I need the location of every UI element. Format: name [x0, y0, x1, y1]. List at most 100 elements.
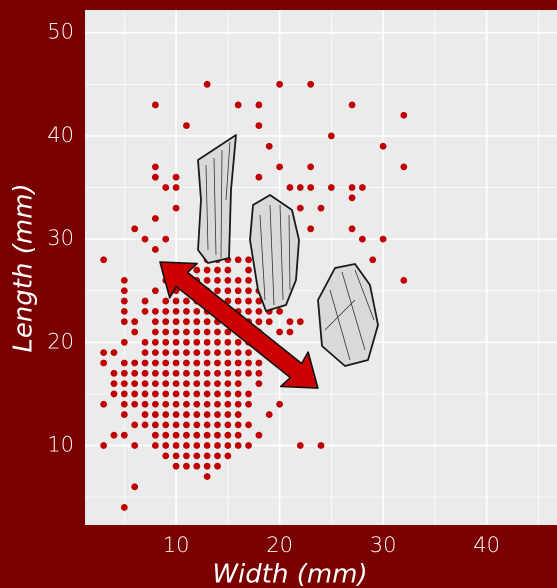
point [214, 328, 221, 336]
point [120, 307, 128, 315]
y-tick-label: 50 [47, 20, 74, 44]
point [120, 277, 128, 284]
point [162, 431, 170, 439]
point [224, 442, 232, 449]
point [245, 266, 252, 274]
point [400, 163, 408, 171]
point [172, 411, 180, 418]
point [151, 400, 159, 408]
point [245, 277, 252, 284]
point [317, 442, 325, 449]
point [234, 101, 242, 109]
point [183, 318, 190, 326]
point [224, 359, 232, 367]
point [276, 400, 283, 408]
point [214, 411, 221, 418]
point [141, 369, 149, 377]
x-axis-title: Width (mm) [212, 560, 367, 588]
point [100, 256, 108, 264]
point [151, 380, 159, 388]
point [214, 349, 221, 357]
point [183, 400, 190, 408]
point [151, 338, 159, 346]
point [255, 318, 263, 326]
point [193, 390, 201, 398]
point [183, 452, 190, 460]
point [151, 349, 159, 357]
point [348, 225, 356, 233]
point [193, 380, 201, 388]
point [255, 369, 263, 377]
point [120, 338, 128, 346]
point [203, 421, 211, 429]
point [245, 400, 252, 408]
point [151, 163, 159, 171]
point [151, 215, 159, 222]
point [162, 297, 170, 305]
point [172, 421, 180, 429]
point [162, 359, 170, 367]
point [203, 328, 211, 336]
point [400, 277, 408, 284]
point [265, 318, 273, 326]
point [245, 390, 252, 398]
point [110, 349, 118, 357]
point [307, 163, 315, 171]
point [379, 235, 387, 243]
point [214, 277, 221, 284]
point [151, 411, 159, 418]
x-tick-label: 30 [370, 533, 397, 557]
point [234, 277, 242, 284]
point [348, 194, 356, 202]
point [193, 359, 201, 367]
point [131, 442, 139, 449]
point [203, 80, 211, 88]
point [265, 411, 273, 418]
point [172, 204, 180, 212]
point [255, 380, 263, 388]
point [214, 400, 221, 408]
point [234, 297, 242, 305]
point [203, 359, 211, 367]
point [172, 328, 180, 336]
point [162, 400, 170, 408]
point [203, 411, 211, 418]
point [141, 390, 149, 398]
point [183, 442, 190, 449]
point [162, 338, 170, 346]
point [193, 338, 201, 346]
point [193, 442, 201, 449]
point [245, 297, 252, 305]
point [162, 390, 170, 398]
point [131, 328, 139, 336]
point [327, 184, 335, 191]
point [255, 122, 263, 129]
point [255, 297, 263, 305]
point [203, 452, 211, 460]
point [214, 266, 221, 274]
point [162, 411, 170, 418]
point [400, 111, 408, 119]
point [203, 431, 211, 439]
point [151, 318, 159, 326]
x-tick-label: 40 [473, 533, 500, 557]
point [234, 431, 242, 439]
point [203, 473, 211, 480]
point [172, 297, 180, 305]
point [224, 328, 232, 336]
point [183, 390, 190, 398]
point [172, 390, 180, 398]
point [151, 328, 159, 336]
point [131, 369, 139, 377]
stone-tool [197, 134, 237, 264]
point [245, 349, 252, 357]
point [348, 101, 356, 109]
point [296, 204, 304, 212]
point [151, 173, 159, 181]
point [245, 307, 252, 315]
point [379, 142, 387, 150]
point [183, 380, 190, 388]
point [193, 431, 201, 439]
point [203, 462, 211, 470]
point [203, 390, 211, 398]
